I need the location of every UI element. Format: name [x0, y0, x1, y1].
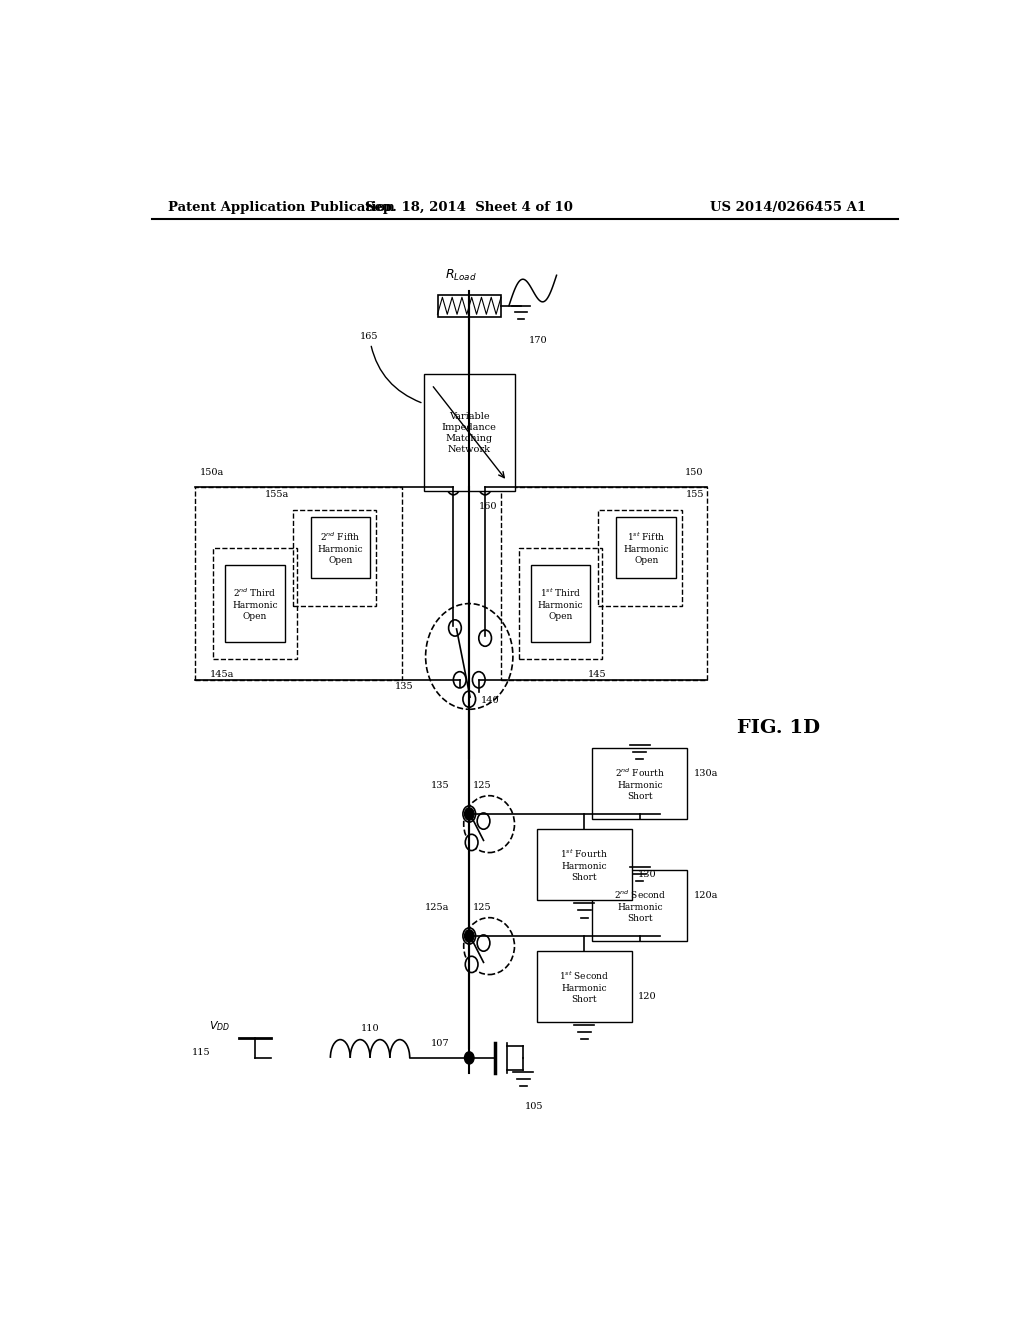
Bar — [519, 548, 602, 660]
Text: Variable
Impedance
Matching
Network: Variable Impedance Matching Network — [441, 412, 497, 454]
Text: 155: 155 — [685, 491, 705, 499]
Text: 2$^{nd}$ Fourth
Harmonic
Short: 2$^{nd}$ Fourth Harmonic Short — [615, 766, 665, 801]
Text: 1$^{st}$ Second
Harmonic
Short: 1$^{st}$ Second Harmonic Short — [559, 969, 609, 1005]
Text: 145a: 145a — [209, 669, 233, 678]
Text: 140: 140 — [480, 696, 499, 705]
Text: 120a: 120a — [694, 891, 718, 900]
Text: 130: 130 — [638, 870, 657, 879]
Bar — [501, 487, 708, 680]
Circle shape — [454, 672, 466, 688]
Circle shape — [463, 805, 475, 822]
Text: 1$^{st}$ Fourth
Harmonic
Short: 1$^{st}$ Fourth Harmonic Short — [560, 847, 608, 882]
Text: 135: 135 — [395, 682, 414, 692]
Circle shape — [447, 479, 460, 495]
Circle shape — [465, 808, 474, 820]
Text: 125: 125 — [473, 781, 492, 789]
Bar — [213, 548, 297, 660]
Text: FIG. 1D: FIG. 1D — [737, 718, 820, 737]
Bar — [537, 952, 632, 1022]
Bar — [616, 517, 676, 578]
Bar — [537, 829, 632, 900]
Text: 145: 145 — [588, 669, 606, 678]
Text: 150a: 150a — [200, 467, 223, 477]
Text: 107: 107 — [431, 1039, 450, 1048]
Circle shape — [465, 834, 478, 850]
Text: 170: 170 — [528, 337, 548, 346]
Text: 135: 135 — [431, 781, 450, 789]
Bar — [424, 375, 515, 491]
Text: 155a: 155a — [264, 491, 289, 499]
Text: 160: 160 — [479, 502, 498, 511]
Text: 110: 110 — [360, 1023, 379, 1032]
Text: 2$^{nd}$ Fifth
Harmonic
Open: 2$^{nd}$ Fifth Harmonic Open — [317, 531, 364, 565]
Bar — [196, 487, 401, 680]
Text: 115: 115 — [191, 1048, 210, 1057]
Text: $V_{DD}$: $V_{DD}$ — [209, 1019, 229, 1032]
Circle shape — [477, 935, 489, 952]
Circle shape — [472, 672, 485, 688]
Circle shape — [479, 630, 492, 647]
Bar — [598, 510, 682, 606]
Text: 1$^{st}$ Fifth
Harmonic
Open: 1$^{st}$ Fifth Harmonic Open — [624, 531, 669, 565]
Text: 2$^{nd}$ Second
Harmonic
Short: 2$^{nd}$ Second Harmonic Short — [613, 888, 666, 923]
Bar — [225, 565, 285, 642]
Text: 125a: 125a — [425, 903, 450, 912]
Bar — [530, 565, 590, 642]
Text: 1$^{st}$ Third
Harmonic
Open: 1$^{st}$ Third Harmonic Open — [538, 586, 584, 620]
Bar — [592, 870, 687, 941]
Circle shape — [477, 813, 489, 829]
Circle shape — [479, 479, 492, 495]
Circle shape — [465, 956, 478, 973]
Circle shape — [465, 1052, 474, 1064]
Text: Sep. 18, 2014  Sheet 4 of 10: Sep. 18, 2014 Sheet 4 of 10 — [366, 201, 573, 214]
Text: 165: 165 — [360, 331, 421, 403]
Text: 2$^{nd}$ Third
Harmonic
Open: 2$^{nd}$ Third Harmonic Open — [232, 586, 278, 620]
Bar — [592, 748, 687, 818]
Circle shape — [449, 620, 461, 636]
Text: 125: 125 — [473, 903, 492, 912]
Bar — [437, 294, 501, 317]
Text: Patent Application Publication: Patent Application Publication — [168, 201, 394, 214]
Circle shape — [463, 928, 475, 944]
Text: $R_{Load}$: $R_{Load}$ — [445, 268, 477, 284]
Text: 150: 150 — [685, 467, 703, 477]
Text: US 2014/0266455 A1: US 2014/0266455 A1 — [710, 201, 866, 214]
Text: 120: 120 — [638, 993, 657, 1002]
Text: 105: 105 — [524, 1102, 544, 1111]
Text: 130a: 130a — [694, 768, 718, 777]
Bar — [311, 517, 371, 578]
Circle shape — [463, 690, 475, 708]
Bar — [293, 510, 376, 606]
Circle shape — [465, 929, 474, 942]
